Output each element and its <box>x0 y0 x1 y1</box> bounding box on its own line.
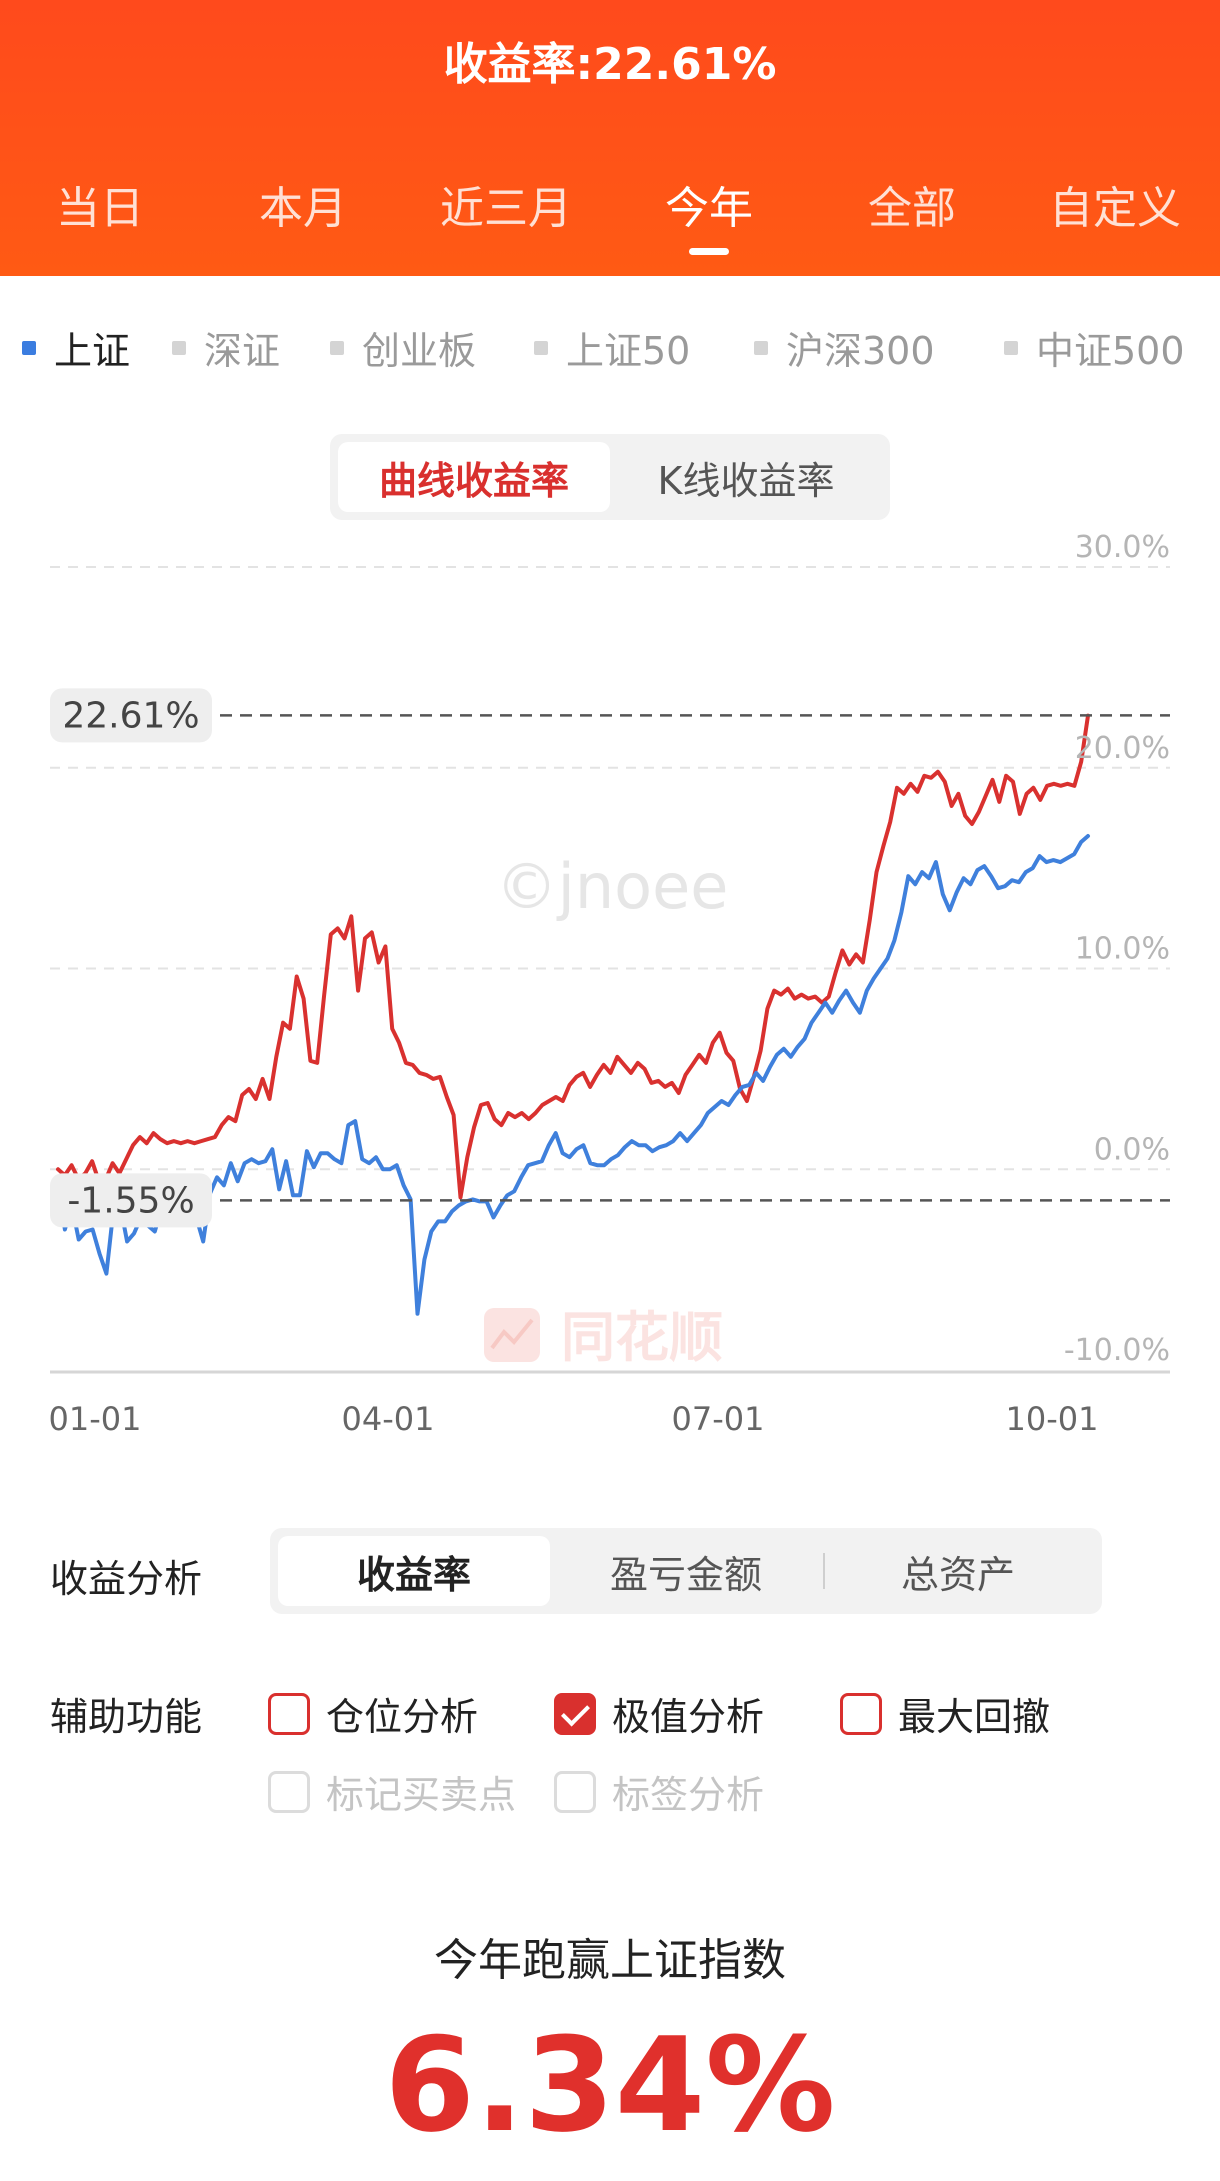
tab-this-month[interactable]: 本月 <box>259 183 347 234</box>
index-label: 深证 <box>204 329 281 373</box>
active-tab-indicator <box>689 248 729 255</box>
portfolio-return-line <box>56 713 1090 1200</box>
checkbox-label: 标签分析 <box>612 1773 765 1817</box>
x-tick-label: 01-01 <box>49 1400 142 1438</box>
extreme-value-analysis-checkbox[interactable]: 极值分析 <box>554 1686 764 1741</box>
index-sse50[interactable]: 上证50 <box>534 320 690 375</box>
analysis-label: 收益分析 <box>50 1557 203 1601</box>
checkbox-label: 标记买卖点 <box>326 1773 517 1817</box>
analysis-profit-loss[interactable]: 盈亏金额 <box>609 1552 762 1597</box>
tab-this-year-label: 今年 <box>665 183 753 234</box>
analysis-return-rate[interactable]: 收益率 <box>278 1536 550 1606</box>
watermark-text: ©jnoee <box>496 850 729 923</box>
tag-analysis-checkbox: 标签分析 <box>554 1764 764 1819</box>
index-return-line <box>56 834 1090 1316</box>
period-tabs: 当日 本月 近三月 今年 全部 自定义 <box>0 172 1220 255</box>
max-marker-label: 22.61% <box>62 695 199 736</box>
index-chinext[interactable]: 创业板 <box>330 320 476 375</box>
max-drawdown-checkbox[interactable]: 最大回撤 <box>840 1686 1050 1741</box>
tab-this-year[interactable]: 今年 <box>609 172 809 255</box>
kline-return-option[interactable]: K线收益率 <box>657 458 835 503</box>
index-label: 上证50 <box>566 329 691 373</box>
checkbox-label: 最大回撤 <box>898 1695 1051 1739</box>
brand-watermark: 同花顺 <box>561 1306 723 1369</box>
chart-type-toggle: 曲线收益率 K线收益率 <box>330 434 890 520</box>
index-csi300[interactable]: 沪深300 <box>754 320 935 375</box>
return-chart: ©jnoee 同花顺 22.61% -1.55% 30.0% 20.0% 10.0% 0… <box>49 530 1170 1438</box>
series-layer <box>56 713 1090 1316</box>
legend-square-icon <box>754 340 768 355</box>
tab-last-three-months[interactable]: 近三月 <box>440 183 572 234</box>
watermark: ©jnoee 同花顺 <box>484 850 728 1369</box>
curve-return-option[interactable]: 曲线收益率 <box>338 442 610 512</box>
outperform-title: 今年跑赢上证指数 <box>434 1935 786 1986</box>
tab-custom[interactable]: 自定义 <box>1049 183 1181 234</box>
grid-layer <box>50 566 1170 1171</box>
buy-sell-marks-checkbox: 标记买卖点 <box>268 1764 516 1819</box>
index-label: 创业板 <box>362 329 477 373</box>
max-marker-badge <box>50 688 212 743</box>
y-tick-label: 20.0% <box>1075 731 1170 766</box>
x-tick-label: 07-01 <box>672 1400 765 1438</box>
checkbox-icon <box>840 1692 882 1735</box>
x-tick-label: 10-01 <box>1006 1400 1099 1438</box>
index-csi500[interactable]: 中证500 <box>1004 320 1185 375</box>
index-label: 中证500 <box>1036 329 1185 373</box>
legend-square-icon <box>1004 340 1018 355</box>
checkbox-icon <box>268 1692 310 1735</box>
index-label: 沪深300 <box>786 329 935 373</box>
checkbox-checked-icon <box>554 1692 596 1735</box>
index-label: 上证 <box>54 329 131 373</box>
legend-square-icon <box>330 340 344 355</box>
analysis-segmented-control: 收益率 盈亏金额 总资产 <box>270 1528 1102 1614</box>
position-analysis-checkbox[interactable]: 仓位分析 <box>268 1686 478 1741</box>
x-tick-label: 04-01 <box>342 1400 435 1438</box>
legend-square-icon <box>534 340 548 355</box>
y-tick-label: 0.0% <box>1094 1132 1170 1167</box>
index-shenzhen[interactable]: 深证 <box>172 320 280 375</box>
checkbox-label: 极值分析 <box>612 1695 765 1739</box>
segment-divider <box>823 1553 825 1589</box>
return-rate-title: 收益率:22.61% <box>443 39 777 90</box>
analysis-row: 收益分析 收益率 盈亏金额 总资产 <box>0 1528 1220 1614</box>
checkbox-icon <box>268 1770 310 1813</box>
y-tick-label: -10.0% <box>1064 1333 1170 1368</box>
min-marker-badge <box>50 1173 212 1228</box>
tab-all[interactable]: 全部 <box>868 183 956 234</box>
aux-label: 辅助功能 <box>50 1695 203 1739</box>
analysis-total-assets[interactable]: 总资产 <box>900 1552 1015 1597</box>
min-marker-label: -1.55% <box>67 1180 194 1221</box>
checkbox-icon <box>554 1770 596 1813</box>
index-shanghai[interactable]: 上证 <box>22 320 130 375</box>
marker-layer: 22.61% -1.55% <box>50 688 1170 1228</box>
chart-logo-icon <box>484 1308 540 1362</box>
axis-layer: 30.0% 20.0% 10.0% 0.0% -10.0% 01-01 04-01 07-01… <box>49 530 1170 1438</box>
checkbox-label: 仓位分析 <box>326 1695 479 1739</box>
y-tick-label: 30.0% <box>1075 530 1170 565</box>
tab-today[interactable]: 当日 <box>56 183 144 234</box>
index-selector: 上证 深证 创业板 上证50 沪深300 中证500 <box>0 320 1220 380</box>
header: 收益率:22.61% 当日 本月 近三月 今年 全部 自定义 <box>0 0 1220 276</box>
outperform-value: 6.34% <box>384 2009 836 2161</box>
y-tick-label: 10.0% <box>1075 932 1170 967</box>
legend-square-icon <box>172 340 186 355</box>
legend-square-icon <box>22 340 36 355</box>
